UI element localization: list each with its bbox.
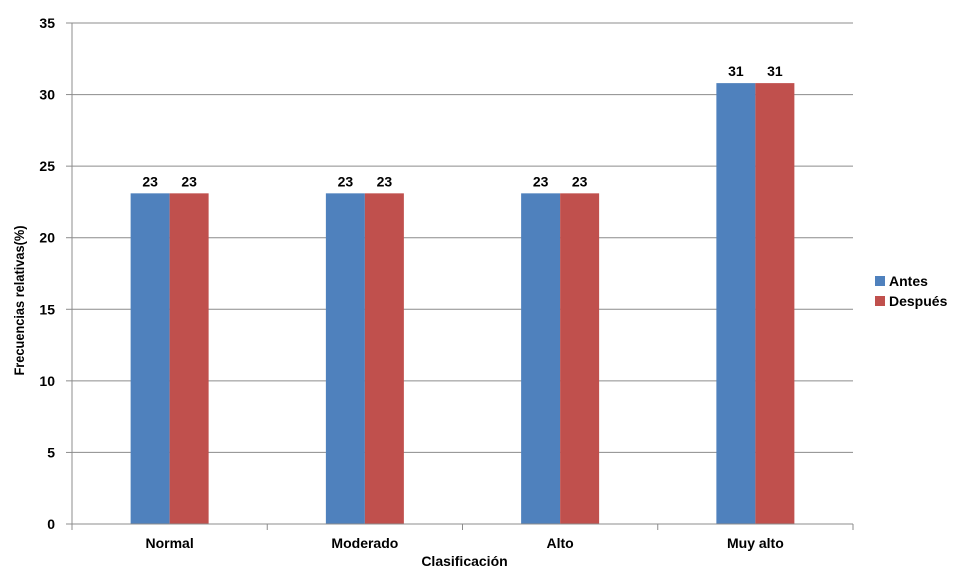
legend-label: Después bbox=[889, 293, 948, 309]
x-axis-ticks: Normal Moderado Alto Muy alto bbox=[71, 524, 854, 551]
legend-swatch bbox=[875, 296, 885, 306]
bar-antes-1 bbox=[325, 193, 365, 524]
y-tick-label: 15 bbox=[39, 301, 55, 317]
data-label: 23 bbox=[142, 173, 158, 189]
legend-swatch bbox=[875, 276, 885, 286]
data-label: 23 bbox=[338, 173, 354, 189]
data-label: 31 bbox=[728, 63, 744, 79]
y-tick-label: 10 bbox=[39, 373, 55, 389]
bar-despus-1 bbox=[364, 193, 404, 524]
x-tick-label: Moderado bbox=[331, 535, 398, 551]
bars bbox=[130, 83, 795, 525]
y-tick-label: 20 bbox=[39, 230, 55, 246]
data-labels: 23 23 23 23 23 23 31 31 bbox=[142, 63, 783, 189]
y-axis-ticks: 0 5 10 15 20 25 30 35 bbox=[39, 15, 72, 532]
bar-despus-2 bbox=[560, 193, 600, 524]
bar-antes-3 bbox=[716, 83, 756, 525]
data-label: 23 bbox=[377, 173, 393, 189]
data-label: 31 bbox=[767, 63, 783, 79]
y-tick-label: 25 bbox=[39, 158, 55, 174]
data-label: 23 bbox=[533, 173, 549, 189]
x-tick-label: Normal bbox=[146, 535, 194, 551]
bar-despus-3 bbox=[755, 83, 795, 525]
legend-label: Antes bbox=[889, 273, 928, 289]
x-tick-label: Alto bbox=[547, 535, 574, 551]
bar-antes-0 bbox=[130, 193, 170, 524]
y-tick-label: 30 bbox=[39, 87, 55, 103]
y-tick-label: 35 bbox=[39, 15, 55, 31]
bar-despus-0 bbox=[169, 193, 209, 524]
data-label: 23 bbox=[181, 173, 197, 189]
bar-antes-2 bbox=[521, 193, 561, 524]
y-tick-label: 0 bbox=[47, 516, 55, 532]
y-tick-label: 5 bbox=[47, 444, 55, 460]
legend: Antes Después bbox=[875, 273, 948, 309]
x-tick-label: Muy alto bbox=[727, 535, 784, 551]
y-axis-title: Frecuencias relativas(%) bbox=[11, 226, 27, 376]
data-label: 23 bbox=[572, 173, 588, 189]
x-axis-title: Clasificación bbox=[421, 553, 507, 568]
